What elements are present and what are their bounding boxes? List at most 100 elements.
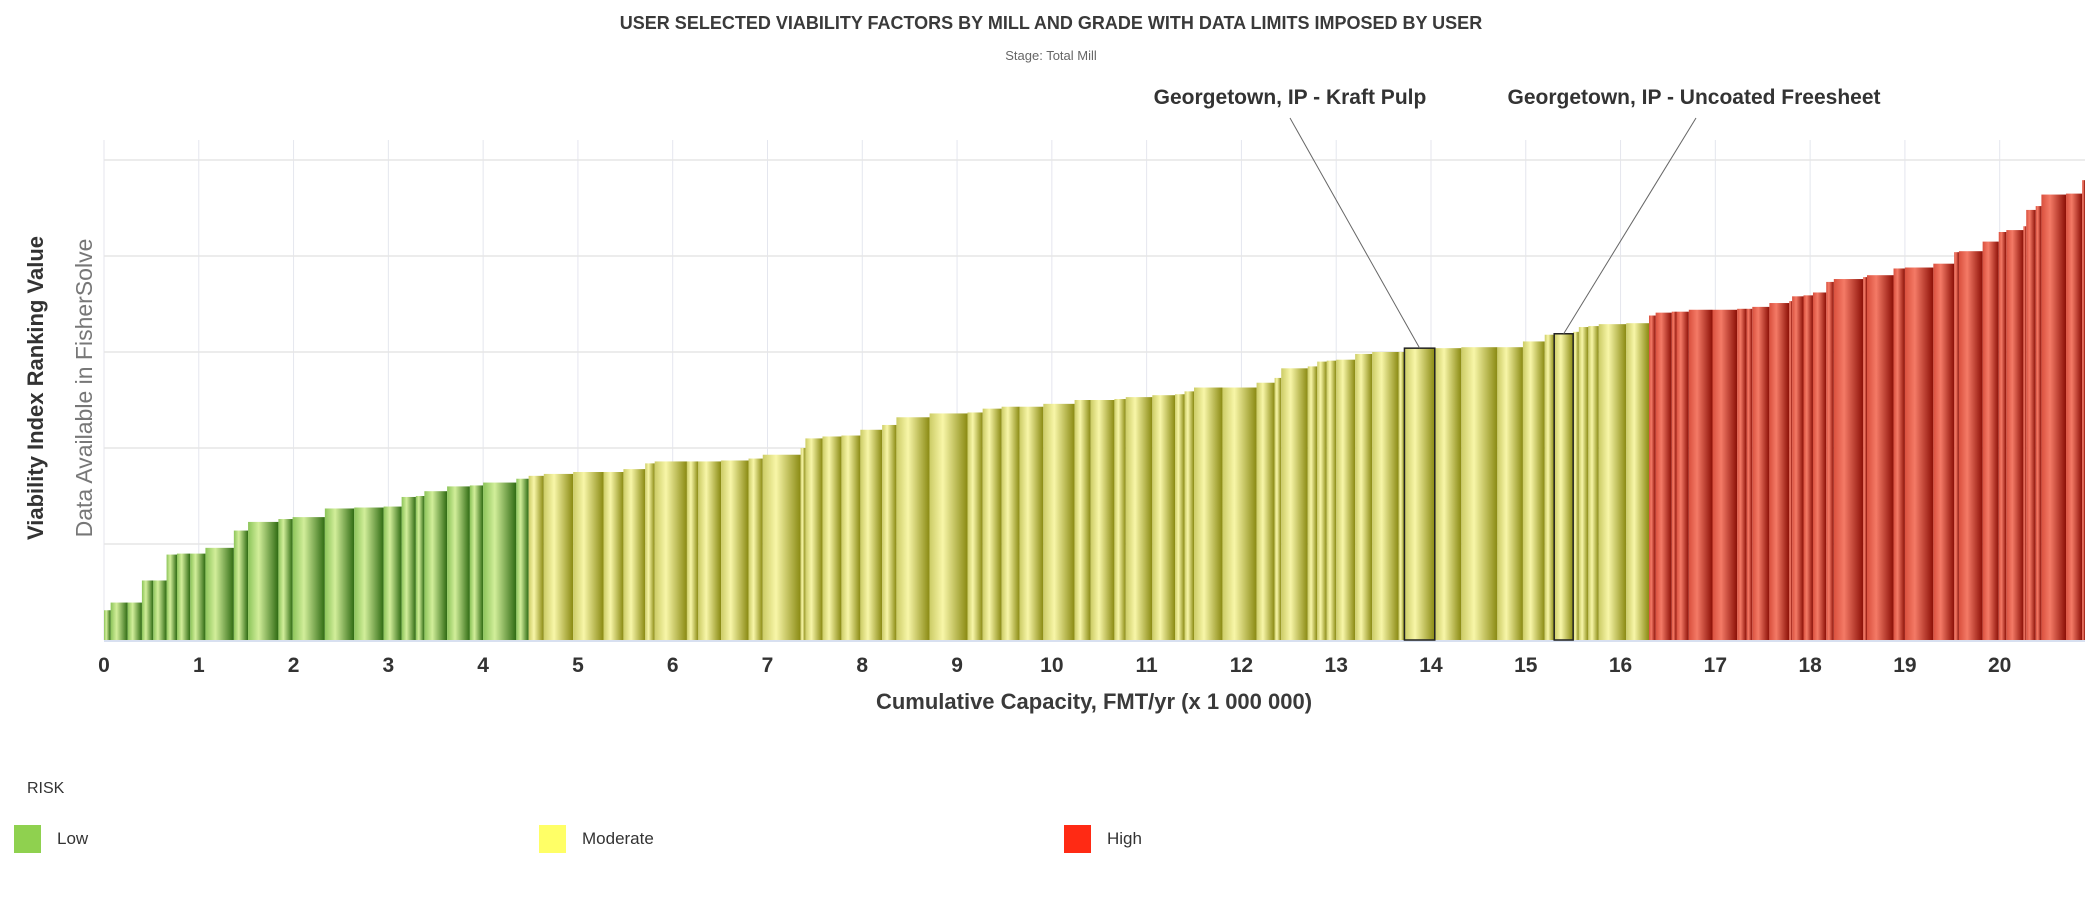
bar-high[interactable]: [1812, 292, 1827, 640]
bar-high[interactable]: [2023, 226, 2027, 641]
bar-high[interactable]: [1982, 241, 1999, 640]
bar-moderate[interactable]: [1544, 334, 1555, 640]
bar-moderate[interactable]: [1336, 359, 1356, 640]
bar-low[interactable]: [383, 506, 402, 640]
bar-moderate[interactable]: [1281, 368, 1308, 640]
legend-item-high[interactable]: High: [1064, 825, 1142, 853]
bar-moderate[interactable]: [1074, 400, 1091, 640]
bar-low[interactable]: [278, 519, 293, 640]
bar-moderate[interactable]: [967, 412, 983, 640]
bar-high[interactable]: [1958, 251, 1983, 640]
bar-low[interactable]: [166, 554, 177, 640]
bar-moderate[interactable]: [1043, 403, 1075, 640]
bar-moderate[interactable]: [1355, 353, 1373, 640]
bar-moderate[interactable]: [1522, 341, 1545, 640]
bar-moderate[interactable]: [645, 463, 655, 640]
bar-moderate[interactable]: [882, 424, 897, 640]
bar-low[interactable]: [141, 580, 154, 640]
bar-low[interactable]: [233, 530, 249, 640]
bar-moderate[interactable]: [1274, 377, 1282, 640]
legend-item-moderate[interactable]: Moderate: [539, 825, 654, 853]
bar-high[interactable]: [2041, 194, 2067, 640]
bar-moderate[interactable]: [860, 429, 883, 640]
bar-moderate[interactable]: [1598, 324, 1627, 640]
bar-low[interactable]: [104, 610, 111, 640]
bar-low[interactable]: [127, 602, 142, 640]
bar-low[interactable]: [153, 580, 167, 640]
bar-moderate[interactable]: [1398, 352, 1405, 640]
bar-moderate[interactable]: [1175, 394, 1185, 640]
bar-moderate[interactable]: [1461, 347, 1498, 640]
bar-low[interactable]: [190, 553, 206, 640]
bar-moderate[interactable]: [1573, 331, 1579, 640]
bar-low[interactable]: [469, 485, 484, 640]
bar-moderate[interactable]: [698, 461, 722, 640]
bar-moderate[interactable]: [1326, 360, 1337, 640]
bar-high[interactable]: [2035, 206, 2042, 640]
bar-high[interactable]: [1954, 252, 1959, 640]
bar-low[interactable]: [483, 482, 517, 640]
bar-moderate[interactable]: [654, 461, 687, 640]
bar-moderate[interactable]: [721, 460, 749, 640]
bar-high[interactable]: [1712, 309, 1738, 640]
bar-moderate[interactable]: [1194, 387, 1223, 640]
bar-high[interactable]: [1671, 311, 1677, 640]
bar-low[interactable]: [110, 602, 128, 640]
bar-moderate[interactable]: [543, 473, 574, 640]
bar-moderate[interactable]: [1434, 348, 1462, 640]
bar-high[interactable]: [1648, 315, 1656, 640]
bar-moderate[interactable]: [841, 435, 861, 640]
bar-moderate[interactable]: [1125, 397, 1153, 640]
bar-high[interactable]: [1737, 308, 1747, 640]
legend-item-low[interactable]: Low: [14, 825, 88, 853]
bar-high[interactable]: [1893, 268, 1905, 640]
bar-moderate[interactable]: [800, 448, 806, 640]
bar-high[interactable]: [1833, 279, 1864, 640]
bar-low[interactable]: [354, 507, 384, 640]
bar-low[interactable]: [324, 508, 355, 640]
bar-moderate[interactable]: [1372, 352, 1399, 640]
bar-highlighted[interactable]: [1553, 333, 1574, 641]
bar-moderate[interactable]: [1090, 400, 1115, 640]
bar-low[interactable]: [401, 496, 416, 640]
bar-low[interactable]: [248, 521, 279, 640]
bar-low[interactable]: [447, 486, 470, 640]
bar-highlighted[interactable]: [1403, 347, 1436, 641]
bar-moderate[interactable]: [748, 458, 763, 640]
bar-moderate[interactable]: [1256, 382, 1275, 640]
bar-high[interactable]: [1688, 309, 1713, 640]
bar-moderate[interactable]: [573, 472, 604, 640]
bar-moderate[interactable]: [1001, 406, 1020, 640]
bar-high[interactable]: [1863, 277, 1867, 640]
bar-low[interactable]: [292, 517, 325, 640]
bar-moderate[interactable]: [1317, 361, 1327, 640]
bar-high[interactable]: [1904, 267, 1934, 640]
bar-high[interactable]: [2066, 193, 2083, 640]
bar-high[interactable]: [1655, 312, 1672, 640]
bar-moderate[interactable]: [623, 469, 646, 640]
bar-moderate[interactable]: [896, 417, 930, 640]
bar-high[interactable]: [1789, 301, 1793, 640]
bar-high[interactable]: [1792, 296, 1804, 640]
bar-high[interactable]: [1769, 303, 1790, 640]
bar-low[interactable]: [176, 553, 191, 640]
bar-high[interactable]: [1803, 295, 1813, 640]
bar-moderate[interactable]: [822, 436, 842, 640]
bar-moderate[interactable]: [603, 472, 624, 640]
bar-moderate[interactable]: [805, 438, 823, 640]
bar-high[interactable]: [1676, 311, 1689, 640]
bar-low[interactable]: [415, 496, 425, 640]
bar-high[interactable]: [1866, 275, 1894, 640]
bar-moderate[interactable]: [1497, 347, 1523, 640]
bar-low[interactable]: [424, 491, 448, 640]
bar-moderate[interactable]: [1578, 327, 1589, 640]
bar-high[interactable]: [1746, 308, 1753, 640]
bar-moderate[interactable]: [982, 408, 1002, 640]
bar-high[interactable]: [2006, 230, 2024, 640]
bar-moderate[interactable]: [1307, 366, 1318, 640]
bar-moderate[interactable]: [1184, 391, 1195, 640]
bar-moderate[interactable]: [686, 461, 699, 640]
bar-moderate[interactable]: [528, 475, 544, 640]
bar-low[interactable]: [516, 478, 529, 640]
bar-high[interactable]: [2082, 180, 2085, 640]
